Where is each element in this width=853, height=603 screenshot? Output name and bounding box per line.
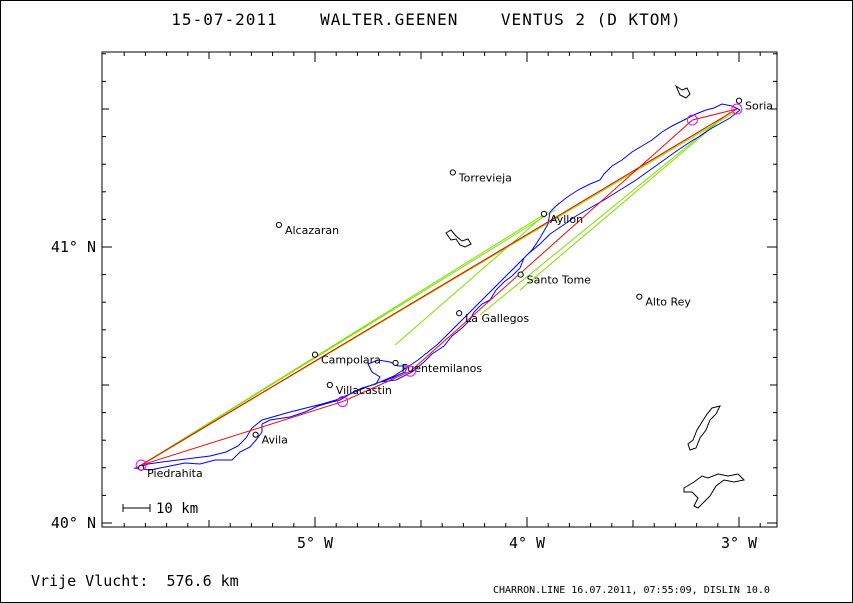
route-leg <box>410 119 693 372</box>
place-label: Avila <box>262 434 288 447</box>
place-marker <box>636 293 643 300</box>
axis-ticks <box>102 52 777 527</box>
turnpoint-marker <box>135 459 147 471</box>
gps-track <box>133 103 741 471</box>
plot-area <box>101 51 778 528</box>
turnpoint-marker <box>404 365 416 377</box>
lon-label: 4° W <box>509 534 546 552</box>
sector-line <box>479 117 723 316</box>
place-label: La Gallegos <box>465 312 529 325</box>
sector-line <box>394 211 549 346</box>
place-marker <box>540 210 548 217</box>
place-marker <box>392 359 399 367</box>
route-leg <box>140 108 738 466</box>
place-marker <box>252 431 259 438</box>
place-label: Santo Tome <box>527 274 592 287</box>
turnpoint-marker <box>731 103 743 115</box>
sector-line <box>519 111 731 291</box>
place-marker <box>735 97 743 104</box>
place-label: Alto Rey <box>645 296 691 309</box>
scale-bar-label: 10 km <box>156 501 198 517</box>
lon-label: 5° W <box>297 534 334 552</box>
credit-line: CHARRON.LINE 16.07.2011, 07:55:09, DISLI… <box>493 585 770 596</box>
place-marker <box>326 381 333 389</box>
sector-line <box>140 209 556 466</box>
place-label: Campolara <box>321 354 381 367</box>
flight-distance: Vrije Vlucht: 576.6 km <box>31 572 239 590</box>
place-markers: Soria Torrevieja Ayllon Alcazaran Santo Tome… <box>138 97 773 480</box>
reservoir-outline <box>687 405 721 451</box>
place-marker <box>311 351 319 358</box>
task-route <box>140 108 738 466</box>
place-label: Ayllon <box>550 213 583 226</box>
route-leg <box>342 370 411 403</box>
place-label: Alcazaran <box>285 224 339 237</box>
route-leg <box>692 108 738 121</box>
place-marker <box>275 221 283 229</box>
flight-distance-label: Vrije Vlucht: <box>31 572 149 590</box>
title-glider: VENTUS 2 (D KTOM) <box>500 10 682 29</box>
reservoir-outline <box>674 84 691 99</box>
place-marker <box>456 310 463 317</box>
turnpoint-markers <box>135 103 743 471</box>
latitude-labels: 41° N 40° N <box>51 238 96 532</box>
place-label: Torrevieja <box>458 171 512 184</box>
reservoir-outline <box>445 229 472 248</box>
scale-bar: 10 km <box>122 501 198 517</box>
place-label: Piedrahita <box>147 467 203 480</box>
chart-title: 15-07-2011 WALTER.GEENEN VENTUS 2 (D KTO… <box>0 10 853 29</box>
longitude-labels: 5° W 4° W 3° W <box>297 534 758 552</box>
place-marker <box>517 271 524 278</box>
flight-distance-value: 576.6 km <box>166 572 239 590</box>
lat-label: 41° N <box>51 238 96 256</box>
lat-label: 40° N <box>51 514 96 532</box>
turnpoint-marker <box>686 114 698 126</box>
place-label: Fuentemilanos <box>402 362 483 375</box>
place-marker <box>449 169 456 176</box>
title-pilot: WALTER.GEENEN <box>320 10 459 29</box>
lon-label: 3° W <box>721 534 758 552</box>
place-label: Soria <box>745 100 773 113</box>
route-leg <box>141 401 343 466</box>
turnpoint-marker <box>337 396 349 408</box>
reservoir-outline <box>683 473 746 509</box>
title-date: 15-07-2011 <box>171 10 278 29</box>
place-label: Villacastin <box>336 384 392 397</box>
